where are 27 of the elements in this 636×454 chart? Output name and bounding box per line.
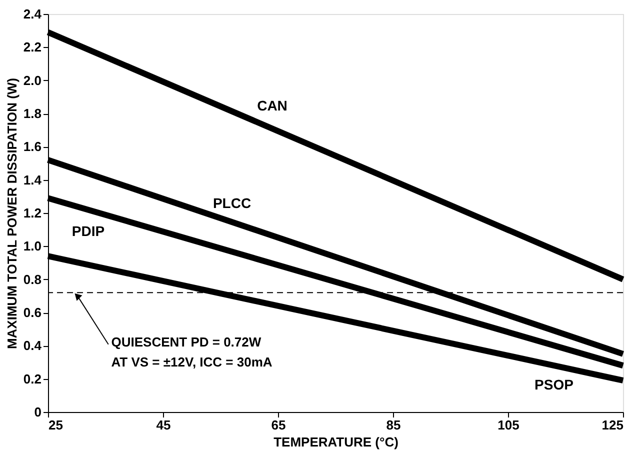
x-tick-label: 125 — [602, 418, 624, 432]
y-tick-label: 0.8 — [23, 272, 42, 287]
y-tick-label: 1.6 — [23, 139, 42, 154]
y-tick-label: 0 — [34, 404, 42, 420]
y-tick-label: 0.2 — [23, 371, 42, 386]
x-tick-label: 85 — [386, 418, 401, 432]
y-axis-title: MAXIMUM TOTAL POWER DISSIPATION (W) — [4, 78, 20, 350]
series-label: PLCC — [212, 195, 252, 212]
series-label: PSOP — [534, 376, 574, 393]
y-tick-label: 2.2 — [23, 40, 42, 55]
x-tick-label: 25 — [48, 418, 63, 432]
y-tick-label: 0.6 — [23, 305, 42, 320]
y-tick-label: 0.4 — [23, 338, 42, 354]
y-tick-label: 2.0 — [23, 72, 42, 88]
y-tick-label: 1.0 — [23, 238, 42, 254]
x-tick-label: 105 — [498, 418, 520, 432]
y-tick-label: 1.8 — [23, 106, 42, 121]
series-label: PDIP — [72, 222, 105, 239]
annotation: QUIESCENT PD = 0.72W — [111, 334, 262, 350]
annotation: AT VS = ±12V, ICC = 30mA — [111, 354, 273, 370]
x-axis-title: TEMPERATURE (°C) — [274, 434, 398, 450]
y-tick-label: 1.4 — [23, 172, 42, 188]
series-label: CAN — [257, 98, 288, 114]
y-tick-label: 1.2 — [23, 206, 42, 220]
x-tick-label: 65 — [271, 418, 286, 432]
x-tick-label: 45 — [156, 418, 171, 432]
y-tick-label: 2.4 — [23, 6, 42, 22]
